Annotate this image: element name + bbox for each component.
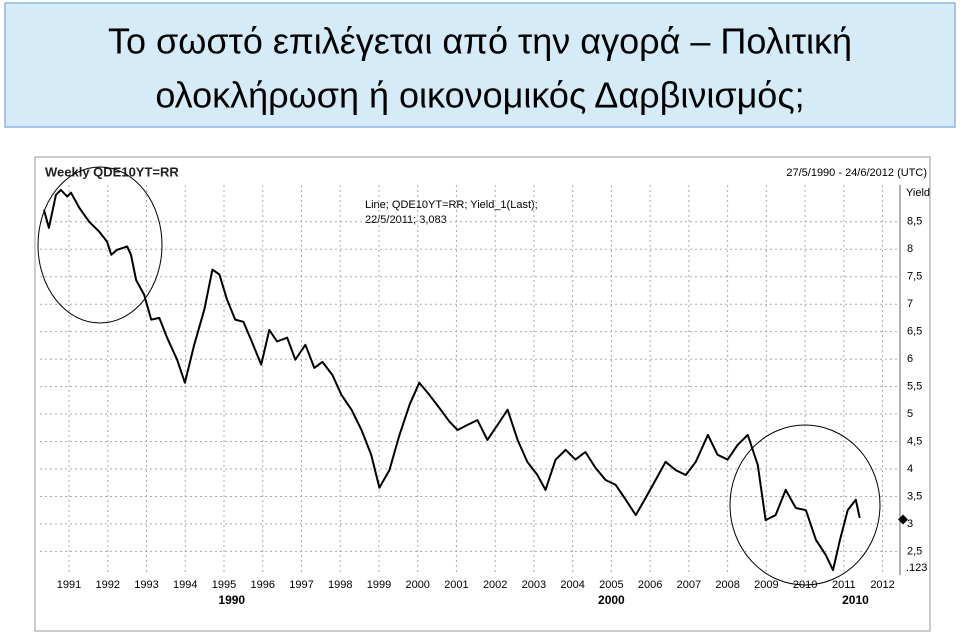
chart-subtitle: 27/5/1990 - 24/6/2012 (UTC)	[786, 167, 927, 179]
x-tick-label: 2006	[638, 579, 662, 591]
x-tick-label: 2008	[715, 579, 739, 591]
x-tick-label: 2004	[560, 579, 584, 591]
x-tick-label: 2007	[677, 579, 701, 591]
x-tick-label: 2011	[832, 579, 856, 591]
y-tick-label: 4	[907, 463, 913, 475]
decade-label: 2010	[842, 593, 869, 607]
title-box	[4, 2, 956, 128]
x-tick-label: 2009	[754, 579, 778, 591]
x-tick-label: 1996	[251, 579, 275, 591]
decade-label: 1990	[218, 593, 245, 607]
legend-text: Line; QDE10YT=RR; Yield_1(Last);	[365, 199, 538, 211]
x-tick-label: 1992	[96, 579, 120, 591]
y-tick-label: 3,5	[907, 490, 922, 502]
title-line: ολοκλήρωση ή οικονομικός Δαρβινισμός;	[155, 75, 804, 116]
x-tick-label: 2000	[405, 579, 429, 591]
x-tick-label: 2005	[599, 579, 623, 591]
y-tick-label: 6,5	[907, 326, 922, 338]
y-tick-label: 8,5	[907, 216, 922, 228]
x-tick-label: 1994	[173, 579, 197, 591]
y-tick-label: 2,5	[907, 545, 922, 557]
x-tick-label: 2010	[793, 579, 817, 591]
y-axis-label: Yield	[906, 187, 930, 199]
y-tick-label: 4,5	[907, 435, 922, 447]
legend-text: 22/5/2011; 3,083	[365, 214, 447, 226]
x-tick-label: 2001	[444, 579, 468, 591]
x-tick-label: 1997	[289, 579, 313, 591]
y-tick-label: 7	[907, 298, 913, 310]
highlight-circle	[37, 166, 163, 324]
x-tick-label: 1998	[328, 579, 352, 591]
x-tick-label: 2003	[522, 579, 546, 591]
chart-title: Weekly QDE10YT=RR	[45, 164, 179, 179]
y-tick-label: 5	[907, 408, 913, 420]
x-tick-label: 1991	[57, 579, 81, 591]
title-line: Το σωστό επιλέγεται από την αγορά – Πολι…	[108, 21, 852, 62]
y-tick-label: 7,5	[907, 271, 922, 283]
data-line	[42, 188, 861, 572]
chart-panel	[34, 156, 931, 632]
y-tick-label: 6	[907, 353, 913, 365]
x-tick-label: 2002	[483, 579, 507, 591]
x-tick-label: 1999	[367, 579, 391, 591]
y-tick-label: 5,5	[907, 380, 922, 392]
decade-label: 2000	[598, 593, 625, 607]
y-tick-label: 8	[907, 243, 913, 255]
x-tick-label: 2012	[870, 579, 894, 591]
highlight-circle	[729, 424, 881, 586]
last-value-marker	[898, 514, 908, 525]
corner-label: .123	[906, 562, 927, 574]
x-tick-label: 1995	[212, 579, 236, 591]
y-tick-label: 3	[907, 518, 913, 530]
x-tick-label: 1993	[134, 579, 158, 591]
